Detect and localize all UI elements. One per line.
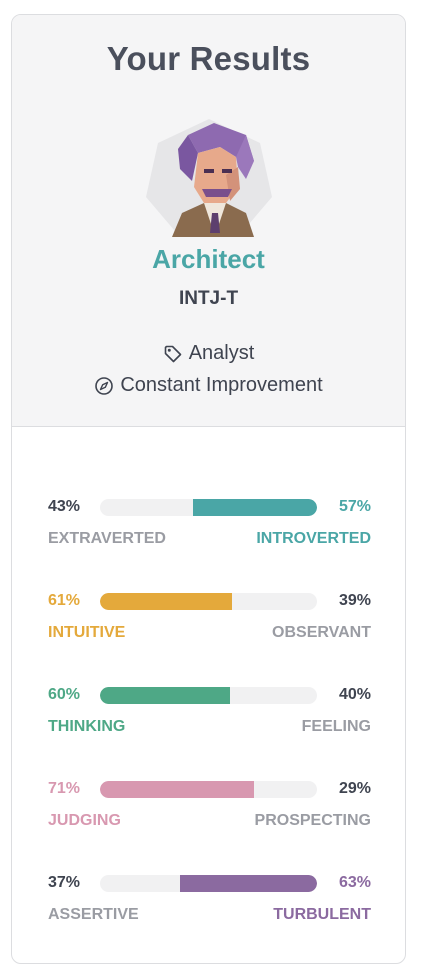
trait-left-label: JUDGING (48, 812, 121, 829)
page-title: Your Results (106, 40, 311, 77)
trait-left-percent: 71% (48, 780, 81, 797)
trait-right-label: PROSPECTING (254, 812, 371, 829)
trait-left-label: INTUITIVE (48, 624, 126, 641)
trait-bar-track (100, 875, 317, 892)
strategy-row: Constant Improvement (12, 374, 405, 397)
trait-left-percent: 43% (48, 498, 81, 515)
personality-type-code: INTJ-T (178, 288, 239, 309)
trait-left-percent: 61% (48, 592, 81, 609)
trait-right-label: FEELING (301, 718, 371, 735)
architect-avatar-icon (142, 117, 276, 241)
trait-row-mind: 43% 57% EXTRAVERTED INTROVERTED (48, 497, 371, 557)
trait-right-label: INTROVERTED (256, 530, 371, 547)
personality-type-name: Architect (152, 244, 265, 274)
trait-right-percent: 40% (338, 686, 371, 703)
trait-left-label: ASSERTIVE (48, 906, 139, 923)
trait-bar-track (100, 499, 317, 516)
trait-row-identity: 37% 63% ASSERTIVE TURBULENT (48, 873, 371, 933)
trait-left-percent: 60% (48, 686, 81, 703)
strategy-label: Constant Improvement (120, 374, 323, 396)
trait-row-nature: 60% 40% THINKING FEELING (48, 685, 371, 745)
trait-row-energy: 61% 39% INTUITIVE OBSERVANT (48, 591, 371, 651)
trait-bar-fill (193, 499, 317, 516)
results-card: Your Results Architect INTJ-T (11, 14, 406, 964)
trait-bar-fill (100, 593, 233, 610)
trait-bar-fill (100, 687, 231, 704)
results-header: Your Results Architect INTJ-T (12, 15, 405, 427)
role-label: Analyst (188, 342, 255, 364)
trait-bar-track (100, 781, 317, 798)
trait-left-label: EXTRAVERTED (48, 530, 166, 547)
trait-right-percent: 39% (338, 592, 371, 609)
trait-left-label: THINKING (48, 718, 126, 735)
trait-right-label: TURBULENT (273, 906, 371, 923)
trait-bar-fill (100, 781, 255, 798)
trait-bar-track (100, 593, 317, 610)
trait-right-percent: 29% (338, 780, 371, 797)
trait-left-percent: 37% (48, 874, 81, 891)
trait-bar-fill (180, 875, 317, 892)
tag-icon (163, 344, 183, 364)
trait-row-tactics: 71% 29% JUDGING PROSPECTING (48, 779, 371, 839)
trait-right-percent: 63% (338, 874, 371, 891)
trait-right-percent: 57% (338, 498, 371, 515)
role-row: Analyst (12, 342, 405, 365)
trait-right-label: OBSERVANT (272, 624, 371, 641)
trait-bar-track (100, 687, 317, 704)
compass-icon (94, 376, 114, 396)
